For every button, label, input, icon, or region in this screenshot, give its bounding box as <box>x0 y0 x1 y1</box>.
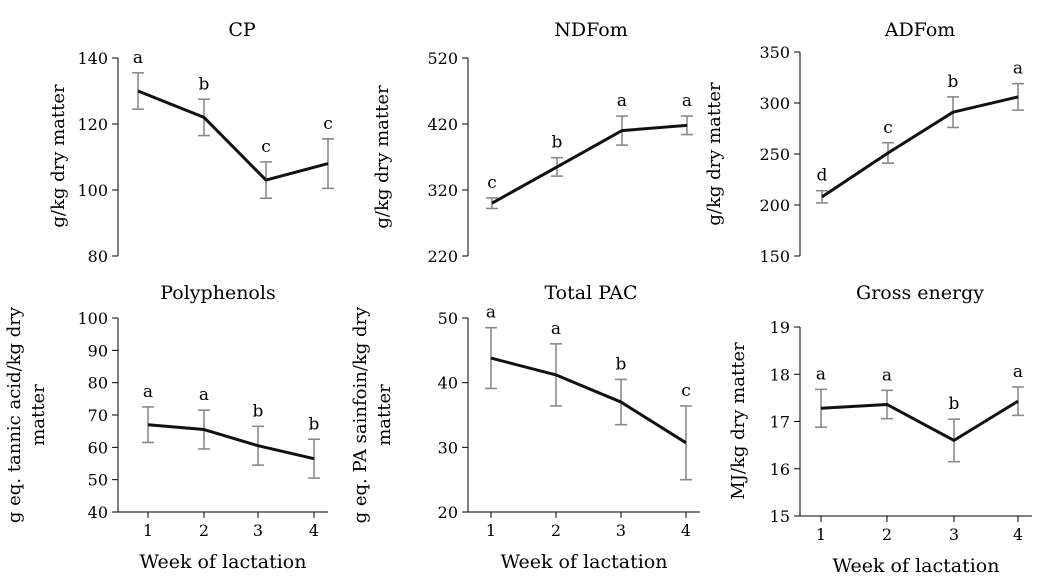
significance-letter: b <box>948 72 959 92</box>
y-axis-label: MJ/kg dry matter <box>728 342 749 500</box>
y-tick-label: 90 <box>88 341 108 360</box>
x-axis-label: Week of lactation <box>833 555 1000 576</box>
significance-letter: b <box>949 394 960 414</box>
y-axis-label: g eq. PA sainfoin/kg dry <box>350 306 371 524</box>
series-line <box>820 399 1019 442</box>
significance-letter: b <box>253 401 264 421</box>
y-tick-label: 15 <box>770 507 790 526</box>
y-axis-label: g/kg dry matter <box>48 84 69 228</box>
chart-title: CP <box>228 19 256 41</box>
x-tick-label: 3 <box>253 521 263 540</box>
significance-letter: d <box>817 166 828 186</box>
chart-title: Gross energy <box>856 282 984 304</box>
chart-title: Total PAC <box>544 282 637 304</box>
y-tick-label: 20 <box>438 503 458 522</box>
y-tick-label: 50 <box>438 309 458 328</box>
significance-letter: a <box>882 365 892 385</box>
series-line <box>147 423 315 461</box>
y-axis-label: g/kg dry matter <box>704 82 725 226</box>
y-tick-label: 520 <box>427 49 458 68</box>
y-tick-label: 70 <box>88 406 108 425</box>
x-tick-label: 4 <box>681 521 691 540</box>
y-tick-label: 100 <box>77 309 108 328</box>
y-tick-label: 60 <box>88 438 108 457</box>
x-tick-label: 1 <box>816 525 826 544</box>
y-tick-label: 17 <box>770 413 790 432</box>
panel-4: Polyphenols g eq. tannic acid/kg dry matte… <box>4 282 328 573</box>
y-tick-label: 18 <box>770 365 790 384</box>
panel-3: ADFom g/kg dry matter 150 200 250 300 350 d c b a <box>704 19 1024 266</box>
y-tick-label: 120 <box>77 115 108 134</box>
y-tick-label: 19 <box>770 318 790 337</box>
x-tick-label: 1 <box>143 521 153 540</box>
x-tick-label: 3 <box>616 521 626 540</box>
panel-5: Total PAC g eq. PA sainfoin/kg dry matter 2… <box>350 282 700 573</box>
significance-letter: a <box>551 319 561 339</box>
x-tick-label: 2 <box>199 521 209 540</box>
significance-letter: c <box>487 173 497 193</box>
y-axis-label: g/kg dry matter <box>372 85 393 229</box>
y-tick-label: 80 <box>88 374 108 393</box>
y-axis-label: matter <box>28 384 49 446</box>
y-tick-label: 350 <box>759 43 790 62</box>
y-tick-label: 100 <box>77 181 108 200</box>
y-tick-label: 40 <box>88 503 108 522</box>
y-tick-label: 250 <box>759 145 790 164</box>
series-line <box>491 123 688 205</box>
y-tick-label: 50 <box>88 471 108 490</box>
significance-letter: a <box>199 385 209 405</box>
significance-letter: c <box>323 114 333 134</box>
y-tick-label: 200 <box>759 196 790 215</box>
series-line <box>137 89 329 182</box>
significance-letter: a <box>1013 59 1023 79</box>
chart-title: ADFom <box>884 19 956 41</box>
panel-1: CP g/kg dry matter 80 100 120 140 a b c c <box>48 19 334 266</box>
x-axis-label: Week of lactation <box>140 551 307 573</box>
significance-letter: a <box>617 91 627 111</box>
y-tick-label: 150 <box>759 247 790 266</box>
significance-letter: b <box>552 133 563 153</box>
panel-2: NDFom g/kg dry matter 220 320 420 520 c b a a <box>372 19 693 266</box>
series-line <box>821 95 1019 199</box>
y-tick-label: 30 <box>438 438 458 457</box>
y-tick-label: 140 <box>77 49 108 68</box>
x-tick-label: 2 <box>882 525 892 544</box>
significance-letter: c <box>883 118 893 138</box>
y-tick-label: 220 <box>427 247 458 266</box>
panel-6: Gross energy MJ/kg dry matter 15 16 17 18 19 1 2… <box>728 282 1032 576</box>
y-tick-label: 40 <box>438 374 458 393</box>
significance-letter: a <box>1013 362 1023 382</box>
chart-title: Polyphenols <box>160 282 275 304</box>
series-line <box>490 356 687 445</box>
significance-letter: b <box>199 74 210 94</box>
y-tick-label: 16 <box>770 460 790 479</box>
significance-letter: a <box>816 364 826 384</box>
significance-letter: a <box>143 382 153 402</box>
x-tick-label: 3 <box>949 525 959 544</box>
significance-letter: b <box>309 414 320 434</box>
significance-letter: c <box>681 381 691 401</box>
significance-letter: a <box>133 48 143 68</box>
y-axis-label: g eq. tannic acid/kg dry <box>4 306 25 523</box>
x-tick-label: 1 <box>486 521 496 540</box>
chart-title: NDFom <box>554 19 627 41</box>
x-tick-label: 2 <box>551 521 561 540</box>
y-tick-label: 80 <box>88 247 108 266</box>
significance-letter: c <box>261 137 271 157</box>
x-tick-label: 4 <box>1013 525 1023 544</box>
x-tick-label: 4 <box>309 521 319 540</box>
y-tick-label: 420 <box>427 115 458 134</box>
significance-letter: a <box>486 303 496 323</box>
x-axis-label: Week of lactation <box>501 551 668 573</box>
significance-letter: b <box>616 354 627 374</box>
y-tick-label: 320 <box>427 181 458 200</box>
y-tick-label: 300 <box>759 94 790 113</box>
significance-letter: a <box>682 91 692 111</box>
y-axis-label: matter <box>374 384 395 446</box>
